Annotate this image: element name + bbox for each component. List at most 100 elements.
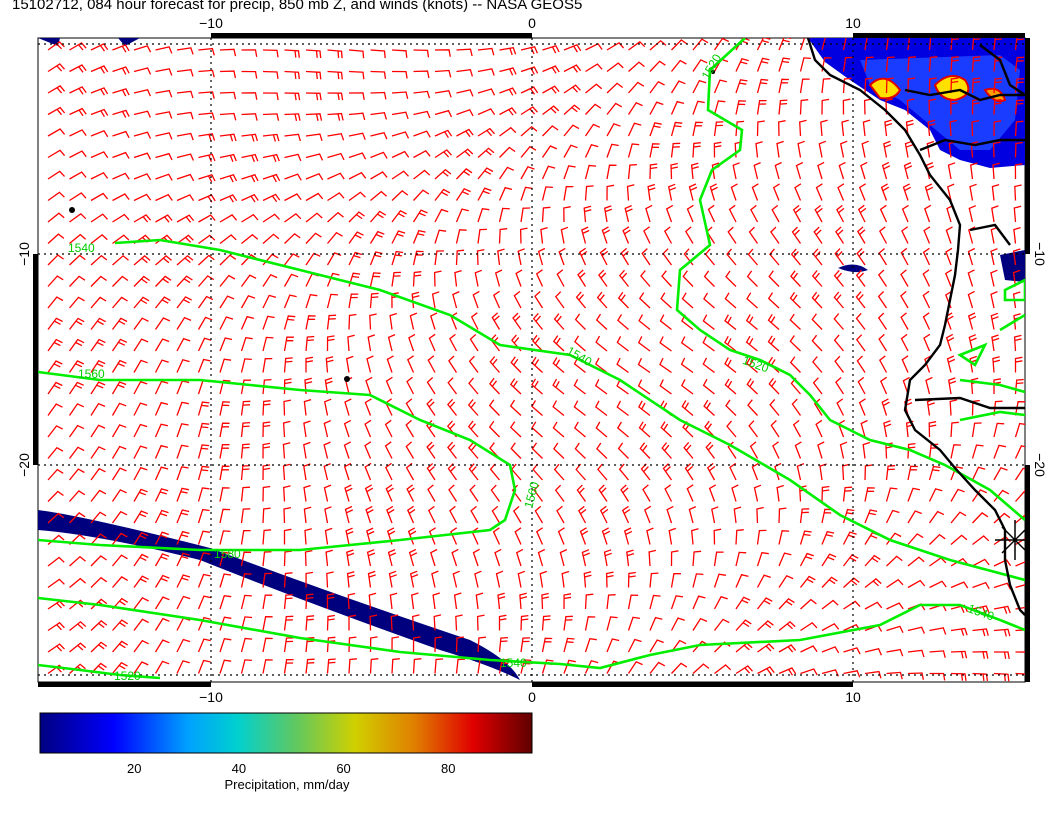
wind-barb (537, 548, 546, 567)
wind-barb (991, 205, 999, 223)
wind-barb (598, 269, 608, 287)
wind-barb (68, 338, 85, 352)
wind-barb (901, 226, 909, 244)
wind-barb (753, 162, 761, 180)
wind-barb (778, 507, 787, 524)
wind-barb (323, 463, 331, 481)
wind-barb (556, 269, 565, 287)
wind-barb (778, 667, 797, 676)
wind-barb (778, 597, 795, 610)
wind-barb (69, 42, 87, 51)
right-tick-label: −20 (1032, 453, 1048, 477)
wind-barb (541, 186, 553, 201)
wind-barb (384, 441, 393, 459)
wind-barb (680, 336, 694, 352)
wind-barb (821, 485, 830, 502)
wind-barb (391, 636, 400, 653)
wind-barb (583, 205, 592, 223)
wind-barb (426, 377, 436, 395)
wind-barb (326, 335, 335, 352)
wind-barb (818, 140, 827, 158)
wind-barb (219, 616, 232, 631)
wind-barb (176, 173, 195, 182)
wind-barb (47, 381, 63, 395)
wind-barb (616, 400, 629, 417)
wind-barb (303, 420, 311, 438)
wind-barb (755, 141, 763, 158)
top-tick-label: −10 (199, 15, 223, 31)
wind-barb (778, 57, 791, 72)
wind-barb (900, 269, 909, 287)
wind-barb (283, 357, 293, 373)
wind-barb (133, 152, 152, 160)
wind-barb (922, 290, 931, 309)
wind-barb (821, 508, 832, 524)
colorbar-tick-label: 20 (127, 761, 141, 776)
wind-barb (627, 143, 640, 158)
wind-barb (515, 269, 523, 287)
wind-barb (886, 625, 904, 633)
wind-barb (686, 484, 694, 502)
wind-barb (1015, 537, 1025, 546)
wind-barb (877, 291, 888, 309)
wind-barb (455, 636, 464, 653)
wind-barb (541, 165, 556, 180)
wind-barb (240, 358, 252, 373)
wind-barb (477, 636, 486, 653)
wind-barb (456, 128, 474, 138)
wind-barb (112, 275, 129, 287)
wind-barb (389, 312, 397, 330)
wind-barb (409, 312, 418, 330)
wind-barb (176, 660, 190, 674)
wind-barb (386, 355, 394, 373)
wind-barb (154, 639, 170, 653)
wind-barb (690, 162, 699, 180)
wind-barb (799, 552, 815, 567)
wind-barb (563, 144, 578, 158)
wind-barb (575, 463, 586, 481)
wind-barb (542, 85, 560, 94)
wind-barb (90, 533, 107, 545)
wind-barb (90, 402, 106, 416)
wind-barb (369, 230, 385, 244)
wind-barb (885, 38, 889, 51)
wind-barb (326, 314, 337, 330)
wind-barb (661, 442, 672, 459)
wind-barb (684, 226, 694, 244)
wind-barb (811, 334, 823, 352)
contour-label: 1540 (68, 241, 95, 255)
wind-barb (241, 193, 259, 203)
wind-barb (789, 313, 801, 330)
wind-barb (68, 381, 84, 395)
wind-barb (969, 162, 978, 180)
wind-barb (928, 56, 938, 72)
wind-barb (262, 637, 273, 653)
wind-barb (993, 559, 1012, 567)
wind-barb (477, 47, 495, 56)
wind-barb (713, 551, 724, 567)
wind-barb (813, 226, 823, 244)
wind-barb (219, 594, 232, 610)
wind-barb (757, 666, 775, 675)
wind-barb (499, 107, 517, 116)
wind-barb (990, 248, 998, 266)
wind-barb (659, 379, 672, 395)
wind-barb (811, 270, 823, 287)
wind-barb (907, 649, 925, 658)
wind-barb (305, 212, 323, 223)
wind-barb (477, 108, 496, 116)
wind-barb (197, 295, 214, 309)
wind-barb (47, 338, 63, 352)
wind-barb (597, 463, 608, 481)
wind-barb (637, 336, 651, 352)
wind-barb (262, 173, 281, 183)
wind-barb (670, 121, 683, 137)
wind-barb (112, 254, 129, 266)
wind-barb (111, 554, 128, 567)
wind-barb (509, 378, 522, 395)
wind-barb (670, 100, 685, 115)
wind-barb (219, 487, 230, 502)
wind-barb (219, 337, 233, 352)
wind-barb (347, 592, 356, 610)
